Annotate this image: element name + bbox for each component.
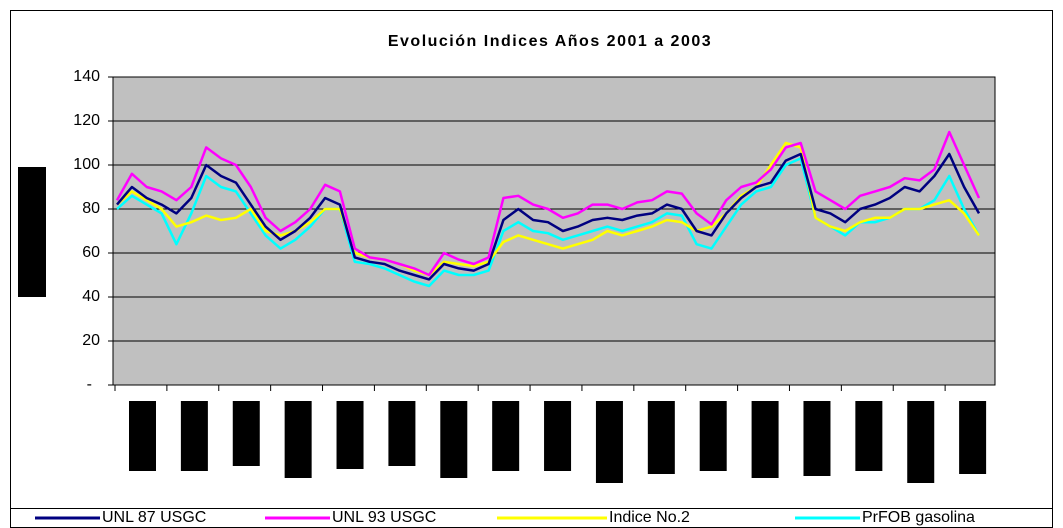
legend-label: Indice No.2 — [609, 509, 690, 526]
redacted-axis-label — [18, 167, 46, 297]
redaction — [336, 401, 364, 469]
series-line — [116, 141, 981, 277]
redaction — [595, 401, 623, 483]
redaction — [959, 401, 987, 474]
y-tick-label: 20 — [82, 332, 100, 349]
redaction — [129, 401, 156, 471]
plot-border — [112, 76, 996, 386]
y-tick-label: 100 — [73, 156, 100, 173]
redaction — [232, 401, 260, 466]
legend-label: UNL 87 USGC — [102, 509, 206, 526]
y-tick-label: 120 — [73, 112, 100, 129]
redaction — [803, 401, 831, 476]
redaction — [180, 401, 208, 471]
redaction — [388, 401, 416, 466]
redaction — [492, 401, 520, 471]
series-line — [116, 152, 981, 281]
redaction — [855, 401, 883, 471]
y-tick-label: 40 — [82, 288, 100, 305]
series-line — [115, 130, 981, 277]
series-line — [116, 157, 981, 288]
redacted-x-labels — [129, 401, 987, 483]
chart-title: Evolución Indices Años 2001 a 2003 — [388, 33, 712, 50]
plot-area — [113, 77, 995, 385]
redaction — [907, 401, 935, 483]
y-tick-label: 80 — [82, 200, 100, 217]
y-tick-label: 140 — [73, 68, 100, 85]
redaction — [647, 401, 675, 474]
redaction — [284, 401, 312, 478]
redaction — [699, 401, 727, 471]
legend-label: UNL 93 USGC — [332, 509, 436, 526]
redaction — [440, 401, 468, 478]
redaction — [751, 401, 779, 478]
legend-label: PrFOB gasolina — [862, 509, 975, 526]
y-tick-label: 60 — [82, 244, 100, 261]
redaction — [544, 401, 572, 471]
y-tick-label: - — [87, 376, 92, 393]
